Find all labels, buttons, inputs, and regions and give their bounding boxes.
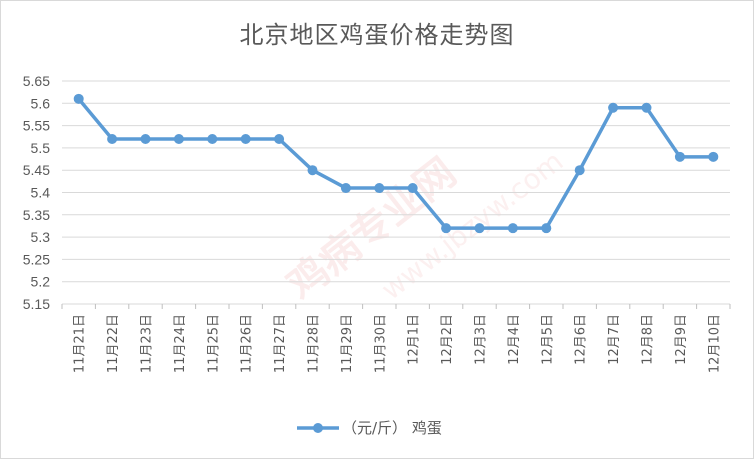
x-tick-label: 12月9日 [674, 314, 689, 365]
data-point [608, 102, 619, 113]
x-tick-label: 12月3日 [474, 314, 489, 365]
data-point [240, 133, 251, 144]
x-tick-label: 12月10日 [707, 314, 722, 373]
data-point [407, 183, 418, 194]
series-line [77, 97, 714, 230]
y-tick-label: 5.65 [23, 73, 50, 89]
legend-marker-swatch [313, 423, 323, 433]
data-point [107, 133, 118, 144]
x-tick-label: 12月4日 [507, 314, 522, 365]
data-point [340, 183, 351, 194]
x-tick-label: 11月21日 [73, 314, 88, 373]
legend: （元/斤） 鸡蛋 [297, 419, 442, 437]
legend-label: （元/斤） 鸡蛋 [342, 419, 442, 437]
x-tick-label: 11月24日 [173, 314, 188, 373]
data-point [541, 223, 552, 234]
y-tick-label: 5.25 [23, 251, 50, 267]
data-point [474, 223, 485, 234]
data-point [507, 223, 518, 234]
data-point [674, 151, 685, 162]
data-point [708, 151, 719, 162]
y-axis: 5.15 5.2 5.25 5.3 5.35 5.4 5.45 5.5 5.55 5.6 5.65 [23, 73, 50, 312]
y-tick-label: 5.6 [31, 95, 51, 111]
data-point [441, 223, 452, 234]
data-point [574, 165, 585, 176]
x-tick-label: 12月1日 [407, 314, 422, 365]
y-tick-label: 5.55 [23, 118, 50, 134]
data-point [173, 133, 184, 144]
data-point [207, 133, 218, 144]
x-tick-label: 12月5日 [540, 314, 555, 365]
x-tick-label: 11月22日 [106, 314, 121, 373]
x-tick-label: 11月27日 [273, 314, 288, 373]
x-axis: 11月21日 11月22日 11月23日 11月24日 11月25日 11月26日 11月2… [61, 304, 731, 373]
watermark-text: 鸡病专业网 [279, 149, 465, 308]
x-tick-label: 11月26日 [240, 314, 255, 373]
x-tick-label: 12月7日 [607, 314, 622, 365]
x-tick-label: 11月23日 [140, 314, 155, 373]
data-point [274, 133, 285, 144]
y-tick-label: 5.2 [31, 274, 51, 290]
data-point [73, 93, 84, 104]
x-tick-label: 11月28日 [307, 314, 322, 373]
y-tick-label: 5.15 [23, 296, 50, 312]
y-tick-label: 5.35 [23, 207, 50, 223]
x-tick-label: 11月25日 [206, 314, 221, 373]
x-tick-label: 12月6日 [574, 314, 589, 365]
y-tick-label: 5.3 [31, 229, 51, 245]
x-tick-label: 12月2日 [440, 314, 455, 365]
y-tick-label: 5.4 [31, 185, 51, 201]
x-tick-label: 11月30日 [373, 314, 388, 373]
series-layer [73, 93, 719, 234]
data-point [374, 183, 385, 194]
data-point [641, 102, 652, 113]
grid [62, 80, 730, 305]
y-tick-label: 5.5 [31, 140, 51, 156]
x-tick-label: 11月29日 [340, 314, 355, 373]
data-point [140, 133, 151, 144]
data-point [307, 165, 318, 176]
y-tick-label: 5.45 [23, 162, 50, 178]
x-tick-label: 12月8日 [641, 314, 656, 365]
chart-title: 北京地区鸡蛋价格走势图 [239, 21, 515, 49]
